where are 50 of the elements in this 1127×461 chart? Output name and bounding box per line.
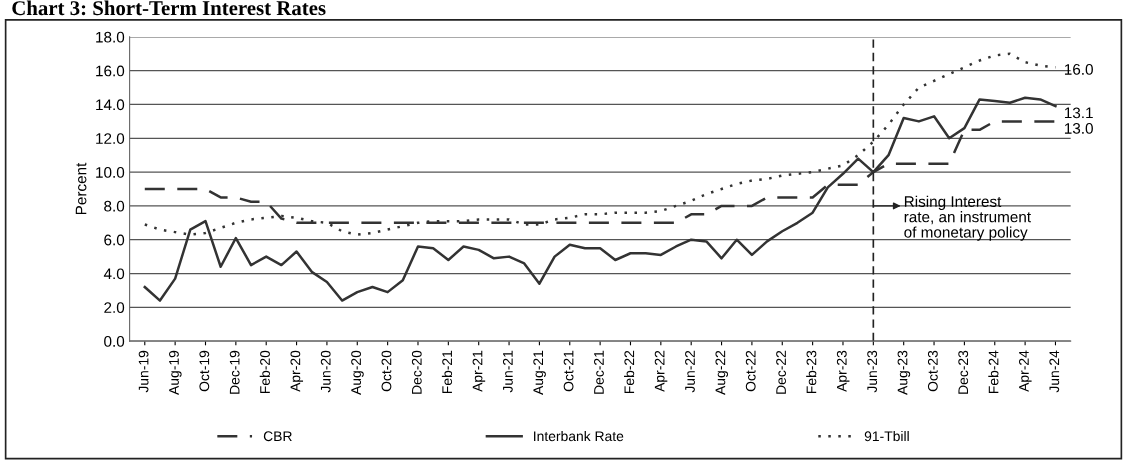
x-tick-label: Dec-20 (411, 350, 422, 394)
legend-label: CBR (263, 431, 292, 442)
x-tick-label: Oct-22 (745, 350, 756, 392)
x-tick-label: Jun-21 (502, 350, 513, 393)
x-tick-label: Dec-19 (229, 350, 240, 394)
legend-label: 91-Tbill (864, 430, 909, 442)
x-tick-label: Feb-23 (806, 350, 817, 394)
y-tick-label: 4.0 (103, 268, 125, 280)
annotation: 13.0 (1064, 123, 1093, 134)
x-tick-label: Feb-20 (259, 350, 270, 394)
x-tick-label: Aug-19 (169, 350, 182, 395)
y-tick-label: 2.0 (104, 302, 125, 314)
x-tick-label: Apr-23 (836, 350, 850, 392)
x-tick-label: Aug-21 (533, 350, 546, 395)
y-tick-label: 16.0 (96, 65, 125, 77)
x-tick-label: Aug-20 (351, 350, 364, 395)
x-tick-label: Jun-22 (685, 350, 695, 393)
ref-line-label: Rising Interest rate, an instrument of monetary policy (904, 195, 1031, 241)
x-tick-label: Dec-21 (594, 350, 604, 394)
x-tick-label: Feb-22 (624, 350, 635, 394)
y-tick-label: 0.0 (104, 336, 125, 347)
x-tick-label: Dec-23 (958, 350, 969, 394)
x-tick-label: Jun-23 (867, 350, 878, 393)
x-tick-label: Oct-20 (381, 350, 392, 392)
y-tick-label: 8.0 (104, 200, 125, 212)
annotation: 13.1 (1064, 107, 1093, 119)
chart-title: Chart 3: Short-Term Interest Rates (12, 0, 326, 16)
x-tick-label: Jun-19 (138, 350, 149, 393)
x-tick-label: Jun-24 (1049, 350, 1060, 393)
x-tick-label: Oct-21 (563, 350, 574, 392)
x-tick-label: Apr-24 (1019, 350, 1032, 392)
x-tick-label: Dec-22 (776, 350, 786, 394)
x-tick-label: Jun-20 (320, 350, 331, 393)
x-tick-label: Feb-24 (988, 350, 999, 394)
x-tick-label: Apr-20 (290, 350, 304, 392)
x-tick-label: Apr-22 (654, 350, 668, 392)
y-tick-label: 6.0 (104, 234, 125, 246)
x-tick-label: Aug-22 (715, 350, 729, 395)
y-tick-label: 10.0 (96, 166, 125, 178)
x-tick-label: Aug-23 (897, 350, 911, 395)
y-tick-label: 18.0 (96, 31, 125, 43)
x-tick-label: Feb-21 (441, 350, 453, 394)
x-tick-label: Oct-19 (199, 350, 210, 392)
y-axis-title: Percent (75, 162, 87, 215)
x-tick-label: Oct-23 (927, 350, 938, 392)
y-tick-label: 12.0 (96, 133, 125, 144)
y-tick-label: 14.0 (96, 99, 125, 111)
legend-label: Interbank Rate (534, 430, 624, 442)
x-tick-label: Apr-21 (472, 350, 486, 392)
annotation: 16.0 (1064, 63, 1093, 75)
